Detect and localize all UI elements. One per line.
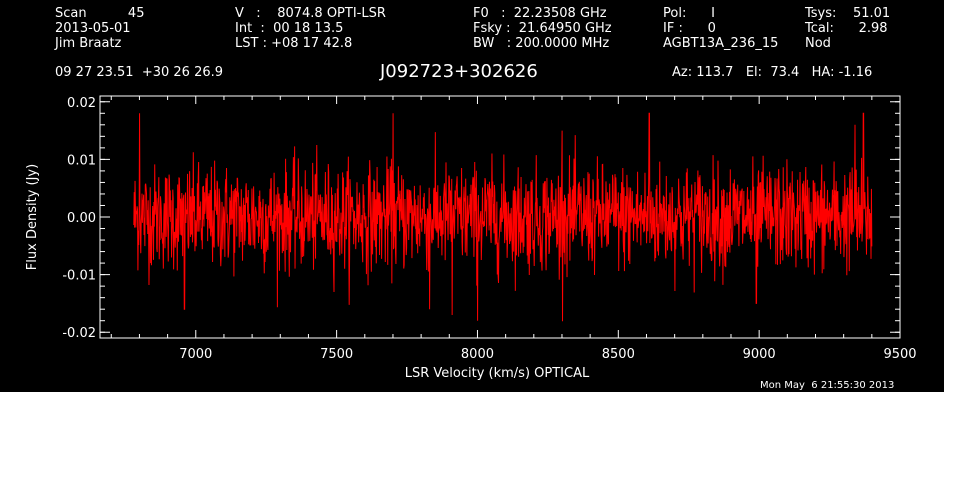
header-tcal: Tcal: 2.98 xyxy=(805,21,888,36)
header-coordinates: 09 27 23.51 +30 26 26.9 xyxy=(55,65,224,80)
header-observer: Jim Braatz xyxy=(55,36,122,51)
y-tick-label: 0.00 xyxy=(67,211,96,226)
header-pol: Pol: I xyxy=(663,6,715,21)
x-tick-label: 8000 xyxy=(461,347,494,362)
header-date: 2013-05-01 xyxy=(55,21,131,36)
spectrum-line-layer xyxy=(133,112,873,322)
header-fsky: Fsky : 21.64950 GHz xyxy=(473,21,612,36)
source-name: J092723+302626 xyxy=(380,61,538,82)
header-bw: BW : 200.0000 MHz xyxy=(473,36,610,51)
header-integration: Int : 00 18 13.5 xyxy=(235,21,344,36)
x-tick-label: 8500 xyxy=(602,347,635,362)
x-axis-label: LSR Velocity (km/s) OPTICAL xyxy=(405,366,590,381)
y-axis-label: Flux Density (Jy) xyxy=(25,164,40,270)
header-f0: F0 : 22.23508 GHz xyxy=(473,6,607,21)
axis-layer: 7000 7500 8000 8500 9000 9500 -0.02 -0.01 0.00 0.… xyxy=(62,96,916,362)
header-lst: LST : +08 17 42.8 xyxy=(235,36,353,51)
y-tick-label: -0.02 xyxy=(62,326,96,341)
spectrum-series-line xyxy=(133,112,873,322)
header-procedure: Nod xyxy=(805,36,831,51)
header-az-el-ha: Az: 113.7 El: 73.4 HA: -1.16 xyxy=(672,65,873,80)
header-if: IF : 0 xyxy=(663,21,716,36)
y-tick-label: -0.01 xyxy=(62,269,96,284)
plot-timestamp: Mon May 6 21:55:30 2013 xyxy=(760,380,895,391)
header-scan: Scan 45 xyxy=(55,6,145,21)
header-project: AGBT13A_236_15 xyxy=(663,36,779,51)
y-tick-label: 0.01 xyxy=(67,153,96,168)
x-tick-label: 9000 xyxy=(743,347,776,362)
x-tick-label: 9500 xyxy=(883,347,916,362)
x-tick-label: 7500 xyxy=(320,347,353,362)
header-velocity: V : 8074.8 OPTI-LSR xyxy=(235,6,386,21)
y-tick-label: 0.02 xyxy=(67,96,96,111)
x-tick-label: 7000 xyxy=(179,347,212,362)
header-tsys: Tsys: 51.01 xyxy=(805,6,891,21)
spectrum-chart: 7000 7500 8000 8500 9000 9500 -0.02 -0.01 0.00 0.… xyxy=(25,95,917,381)
